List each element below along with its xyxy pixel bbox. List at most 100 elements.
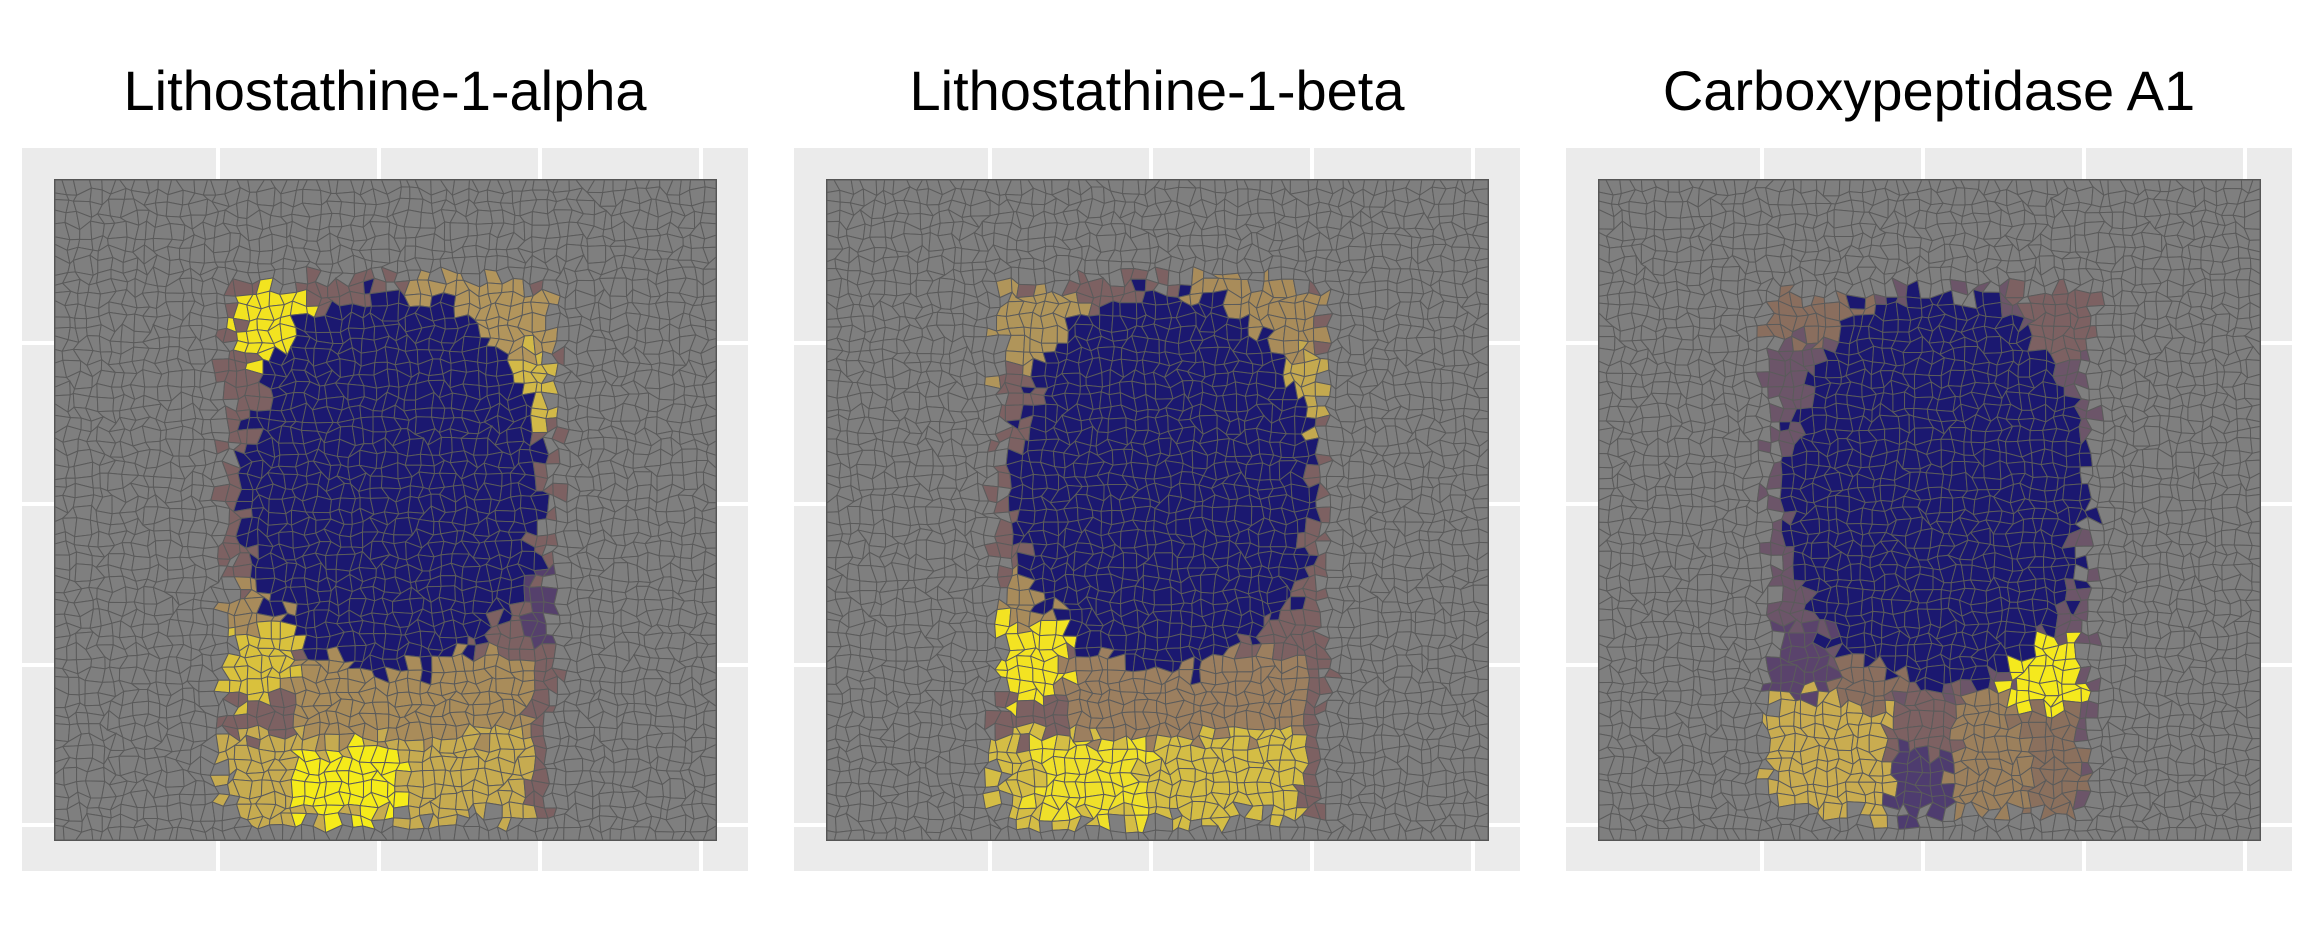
- cell: [896, 476, 908, 487]
- cell: [588, 245, 606, 263]
- cell: [326, 555, 338, 570]
- cell: [439, 793, 456, 809]
- cell: [168, 371, 183, 388]
- cell: [704, 484, 716, 503]
- cell: [1359, 291, 1376, 309]
- cell: [55, 724, 70, 742]
- cell: [210, 419, 229, 434]
- cell: [373, 411, 382, 417]
- cell: [409, 762, 423, 772]
- cell: [1168, 270, 1180, 285]
- cell: [706, 441, 716, 455]
- cell: [522, 724, 531, 739]
- cell: [409, 750, 425, 762]
- cell: [1303, 464, 1320, 479]
- cell: [249, 239, 260, 252]
- facet-panel-2: Lithostathine-1-beta: [794, 0, 1520, 947]
- cell: [318, 591, 332, 602]
- cell: [1479, 397, 1488, 411]
- cell: [532, 313, 546, 333]
- cell: [1096, 260, 1109, 275]
- cell: [681, 544, 693, 558]
- cell: [557, 326, 569, 341]
- cell: [531, 724, 544, 738]
- cell: [1122, 180, 1139, 194]
- cell: [303, 189, 322, 204]
- cell: [363, 429, 373, 444]
- cell: [610, 828, 621, 840]
- cell: [258, 250, 273, 263]
- cell: [1005, 393, 1023, 406]
- cell: [655, 832, 674, 840]
- cell: [532, 212, 549, 226]
- cell: [1440, 369, 1453, 383]
- cell: [170, 223, 185, 240]
- cell: [194, 781, 205, 795]
- cell: [614, 683, 621, 694]
- cell: [1349, 461, 1364, 479]
- cell: [974, 326, 987, 337]
- cell: [92, 473, 100, 488]
- cell: [153, 477, 171, 488]
- cell: [484, 256, 497, 271]
- cell: [181, 370, 194, 388]
- cell: [393, 806, 410, 819]
- voronoi-map: [55, 180, 716, 840]
- cell: [398, 750, 410, 763]
- cell: [704, 180, 716, 189]
- cell: [428, 374, 444, 381]
- cell: [1269, 267, 1282, 281]
- cell: [1009, 327, 1025, 335]
- cell: [75, 518, 92, 537]
- cell: [703, 279, 716, 297]
- cell: [701, 416, 716, 434]
- spatial-plot: [54, 179, 717, 841]
- cell: [1348, 246, 1366, 260]
- cell: [700, 223, 716, 239]
- cell: [952, 314, 964, 326]
- cell: [1371, 358, 1389, 370]
- cell: [701, 296, 716, 305]
- cell: [1034, 268, 1045, 285]
- cell: [703, 235, 716, 248]
- cell: [1397, 292, 1412, 302]
- cell: [55, 796, 69, 810]
- cell: [706, 452, 716, 468]
- cell: [683, 472, 697, 489]
- cell: [415, 408, 431, 417]
- cell: [634, 711, 651, 725]
- cell: [700, 519, 716, 534]
- cell: [79, 677, 85, 695]
- cell: [444, 222, 450, 240]
- cell: [543, 613, 560, 624]
- cell: [370, 291, 388, 306]
- cell: [1258, 199, 1275, 213]
- cell: [154, 530, 171, 540]
- cell: [554, 769, 566, 785]
- cell: [998, 472, 1011, 489]
- cell: [1464, 201, 1479, 216]
- cell: [376, 714, 389, 730]
- cell: [700, 213, 716, 224]
- cell: [463, 245, 478, 257]
- cell: [69, 677, 80, 695]
- cell: [372, 702, 389, 714]
- panel-background: [22, 148, 748, 871]
- cell: [705, 327, 716, 340]
- cell: [531, 415, 548, 432]
- cell: [495, 510, 515, 521]
- cell: [655, 716, 674, 728]
- cell: [1478, 202, 1488, 217]
- cell: [55, 478, 67, 487]
- cell: [587, 336, 606, 351]
- cell: [1394, 338, 1407, 351]
- cell: [55, 825, 64, 840]
- facet-title: Lithostathine-1-alpha: [123, 59, 647, 122]
- cell: [339, 535, 351, 547]
- cell: [534, 659, 546, 672]
- cell: [1315, 382, 1331, 397]
- cell: [1028, 450, 1043, 462]
- cell: [405, 454, 421, 465]
- cell: [75, 318, 87, 328]
- cell: [348, 328, 364, 339]
